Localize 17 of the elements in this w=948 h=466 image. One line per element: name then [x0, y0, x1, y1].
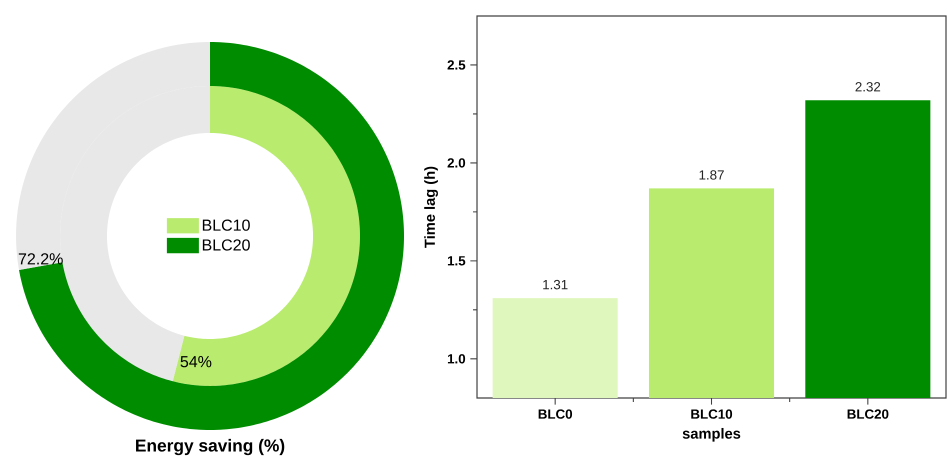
legend-label: BLC20 — [202, 239, 250, 251]
legend-label: BLC10 — [202, 219, 250, 231]
x-axis-title: samples — [682, 428, 740, 442]
y-tick-label: 1.5 — [448, 256, 466, 266]
text: Energy saving (%) — [136, 438, 284, 456]
y-tick-label: 1.0 — [448, 354, 466, 364]
x-tick-label: BLC20 — [848, 409, 888, 419]
data-label: 1.87 — [700, 170, 724, 180]
x-tick-label: BLC0 — [538, 409, 572, 419]
data-label: 54% — [180, 356, 212, 368]
data-label: 72.2% — [18, 253, 63, 264]
x-tick-label: BLC10 — [691, 409, 732, 419]
data-label: 1.31 — [543, 280, 568, 290]
y-tick-label: 2.0 — [448, 158, 466, 168]
y-axis-title: Time lag (h) — [424, 166, 438, 248]
y-tick-label: 2.5 — [448, 60, 466, 70]
data-label: 2.32 — [856, 82, 880, 92]
